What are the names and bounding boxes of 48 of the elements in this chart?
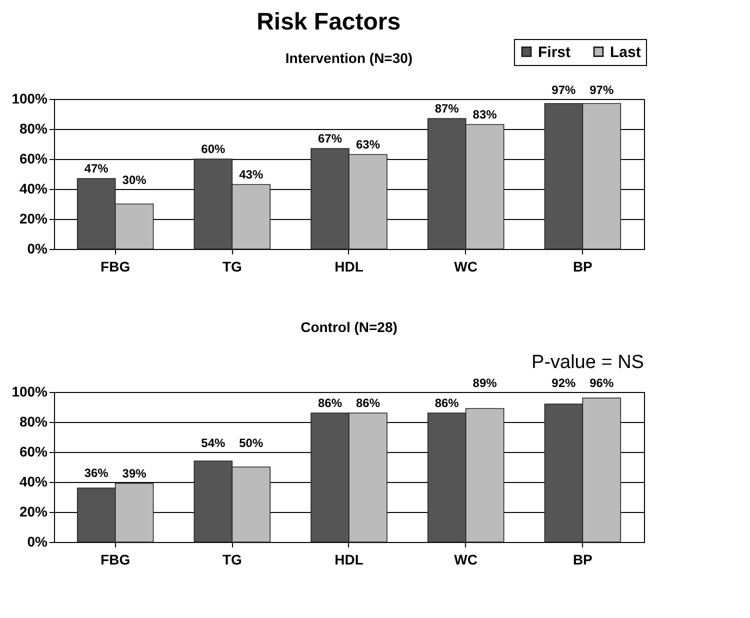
data-label: 30%	[122, 173, 147, 187]
y-tick-label: 100%	[12, 384, 48, 400]
chart-subtitle: Control (N=28)	[300, 319, 398, 335]
data-label: 47%	[84, 162, 109, 176]
legend-label: First	[538, 44, 571, 61]
data-label: 63%	[356, 138, 380, 152]
data-label: 43%	[239, 168, 264, 182]
data-label: 67%	[318, 132, 342, 146]
x-tick-label: TG	[222, 552, 242, 568]
x-tick-label: WC	[454, 258, 478, 274]
legend-label: Last	[610, 44, 641, 61]
data-label: 54%	[201, 436, 226, 450]
y-tick-label: 60%	[19, 444, 48, 460]
y-tick-label: 0%	[27, 534, 48, 550]
x-tick-label: BP	[572, 552, 592, 568]
data-label: 39%	[122, 466, 147, 480]
y-tick-label: 80%	[19, 414, 48, 430]
data-label: 86%	[434, 396, 460, 410]
x-tick-label: FBG	[100, 258, 130, 274]
data-label: 60%	[201, 142, 226, 156]
y-tick-label: 40%	[19, 180, 48, 196]
chart-title: Risk Factors	[256, 8, 401, 36]
y-tick-label: 40%	[19, 474, 48, 490]
x-tick-label: TG	[222, 258, 242, 274]
chart-subtitle: Intervention (N=30)	[285, 50, 413, 66]
data-label: 87%	[434, 102, 460, 116]
data-label: 92%	[552, 376, 576, 390]
x-tick-label: WC	[454, 552, 478, 568]
data-label: 97%	[590, 83, 614, 97]
y-tick-label: 20%	[19, 504, 48, 520]
y-tick-label: 0%	[27, 240, 48, 256]
text: P-value = NS	[532, 352, 644, 373]
x-tick-label: BP	[572, 258, 592, 274]
data-label: 89%	[472, 376, 498, 390]
y-tick-label: 100%	[12, 90, 48, 106]
y-tick-label: 60%	[19, 150, 48, 166]
data-label: 83%	[472, 108, 498, 122]
y-tick-label: 80%	[19, 120, 48, 136]
data-label: 50%	[239, 436, 264, 450]
x-tick-label: HDL	[334, 552, 364, 568]
data-label: 86%	[356, 396, 380, 410]
data-label: 97%	[552, 83, 576, 97]
x-tick-label: HDL	[334, 258, 364, 274]
data-label: 86%	[318, 396, 342, 410]
data-label: 96%	[590, 376, 614, 390]
y-tick-label: 20%	[19, 210, 48, 226]
x-tick-label: FBG	[100, 552, 130, 568]
data-label: 36%	[84, 466, 109, 480]
